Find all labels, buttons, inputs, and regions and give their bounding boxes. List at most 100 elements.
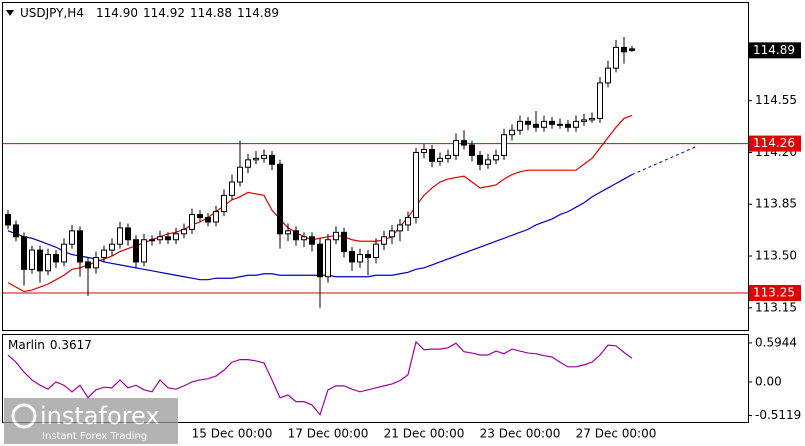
candle-body (421, 148, 427, 153)
candle-body (293, 230, 299, 241)
x-tick-label: 27 Dec 00:00 (576, 427, 657, 441)
candle-body (437, 157, 443, 162)
candle-body (229, 181, 235, 196)
candle-body (597, 82, 603, 119)
candle-body (37, 249, 43, 272)
candle-body (397, 224, 403, 232)
watermark-tagline: Instant Forex Trading (42, 431, 147, 442)
candle-body (349, 251, 355, 263)
candle-body (269, 154, 275, 165)
candle-body (125, 227, 131, 241)
candle-body (509, 129, 515, 136)
level-label: 114.26 (753, 136, 795, 150)
candle-body (77, 230, 83, 263)
candle-body (621, 46, 627, 53)
y-tick-label: 0.5944 (755, 335, 797, 349)
candle-body (117, 227, 123, 245)
price-label: 114.89 (753, 43, 795, 57)
y-tick-label: 113.50 (755, 249, 797, 263)
candle-body (333, 231, 339, 241)
candle-body (237, 166, 243, 183)
candle-body (365, 254, 371, 258)
high-value: 114.92 (143, 6, 185, 20)
candle-body (109, 243, 115, 251)
close-value: 114.89 (237, 6, 279, 20)
symbol: USDJPY,H4 (20, 6, 84, 20)
chart-title: USDJPY,H4 114.90 114.92 114.88 114.89 (20, 6, 279, 20)
indicator-name: Marlin (8, 338, 45, 352)
indicator-panel (2, 334, 749, 423)
candle-body (573, 120, 579, 128)
candle-body (221, 194, 227, 213)
candle-body (357, 254, 363, 263)
candle-body (165, 236, 171, 241)
candle-body (261, 154, 267, 159)
candle-body (589, 117, 595, 121)
candle-body (557, 123, 563, 126)
candle-body (453, 140, 459, 156)
candle-body (253, 157, 259, 161)
y-tick-label: 0.00 (755, 374, 782, 388)
candle-body (21, 236, 27, 270)
candle-body (85, 261, 91, 269)
candle-body (157, 236, 163, 241)
candle-body (445, 154, 451, 159)
candle-body (341, 231, 347, 253)
candle-body (549, 120, 555, 125)
candle-body (373, 243, 379, 258)
candle-body (13, 224, 19, 238)
candle-body (141, 239, 147, 263)
candle-body (213, 211, 219, 223)
y-tick-label: 113.85 (755, 197, 797, 211)
candle-body (93, 256, 99, 269)
candle-body (469, 144, 475, 156)
candle-body (533, 123, 539, 128)
candle-body (381, 236, 387, 245)
candle-body (461, 140, 467, 146)
indicator-value: 0.3617 (50, 338, 92, 352)
level-label-box (749, 135, 801, 152)
y-tick-label: -0.5119 (755, 408, 801, 422)
candle-body (581, 119, 587, 122)
main-panel (2, 2, 749, 331)
price-label-box (749, 42, 801, 59)
candle-body (285, 230, 291, 235)
watermark-brand: instaforex (40, 402, 160, 430)
candle-body (317, 243, 323, 278)
candle-body (133, 239, 139, 263)
candle-body (245, 159, 251, 168)
candle-body (277, 163, 283, 235)
candle-body (613, 46, 619, 69)
candle-body (501, 134, 507, 156)
candle-body (389, 230, 395, 238)
y-tick-label: 113.15 (755, 300, 797, 314)
candle-body (45, 254, 51, 272)
candle-body (149, 239, 155, 242)
low-value: 114.88 (190, 6, 232, 20)
x-tick-label: 21 Dec 00:00 (384, 427, 465, 441)
candle-body (205, 217, 211, 223)
candle-body (605, 67, 611, 84)
candle-body (405, 217, 411, 226)
candle-body (565, 123, 571, 128)
x-tick-label: 17 Dec 00:00 (288, 427, 369, 441)
candle-body (181, 228, 187, 235)
open-value: 114.90 (96, 6, 138, 20)
candle-body (477, 154, 483, 165)
candle-body (429, 148, 435, 162)
candle-body (189, 214, 195, 230)
candle-body (301, 236, 307, 241)
level-label-box (749, 285, 801, 302)
candle-body (525, 120, 531, 125)
candle-body (485, 159, 491, 165)
candle-body (5, 214, 11, 226)
candle-body (629, 48, 635, 51)
x-tick-label: 15 Dec 00:00 (192, 427, 273, 441)
candle-body (61, 243, 67, 263)
watermark-logo (11, 403, 37, 429)
candle-body (69, 230, 75, 245)
candle-body (309, 236, 315, 245)
candle-body (325, 239, 331, 278)
candle-body (541, 120, 547, 128)
